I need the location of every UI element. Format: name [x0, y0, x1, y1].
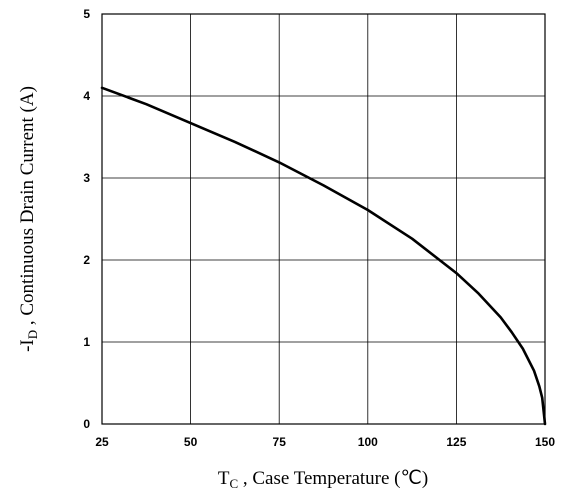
x-tick-label: 25	[95, 435, 109, 449]
x-tick-label: 100	[358, 435, 378, 449]
y-tick-label: 2	[83, 253, 90, 267]
plot-frame	[101, 13, 546, 425]
y-tick-labels: 0 1 2 3 4 5	[83, 7, 90, 431]
x-axis-title: TC , Case Temperature (℃)	[218, 468, 428, 491]
y-tick-label: 3	[83, 171, 90, 185]
grid	[102, 14, 545, 424]
y-axis-title: -ID , Continuous Drain Current (A)	[17, 86, 40, 352]
y-tick-label: 4	[83, 89, 90, 103]
x-tick-label: 75	[273, 435, 287, 449]
x-tick-label: 125	[446, 435, 466, 449]
y-tick-label: 1	[83, 335, 90, 349]
x-tick-label: 150	[535, 435, 555, 449]
x-tick-label: 50	[184, 435, 198, 449]
y-tick-label: 5	[83, 7, 90, 21]
series-line	[100, 86, 547, 426]
y-tick-label: 0	[83, 417, 90, 431]
x-tick-labels: 25 50 75 100 125 150	[95, 435, 555, 449]
